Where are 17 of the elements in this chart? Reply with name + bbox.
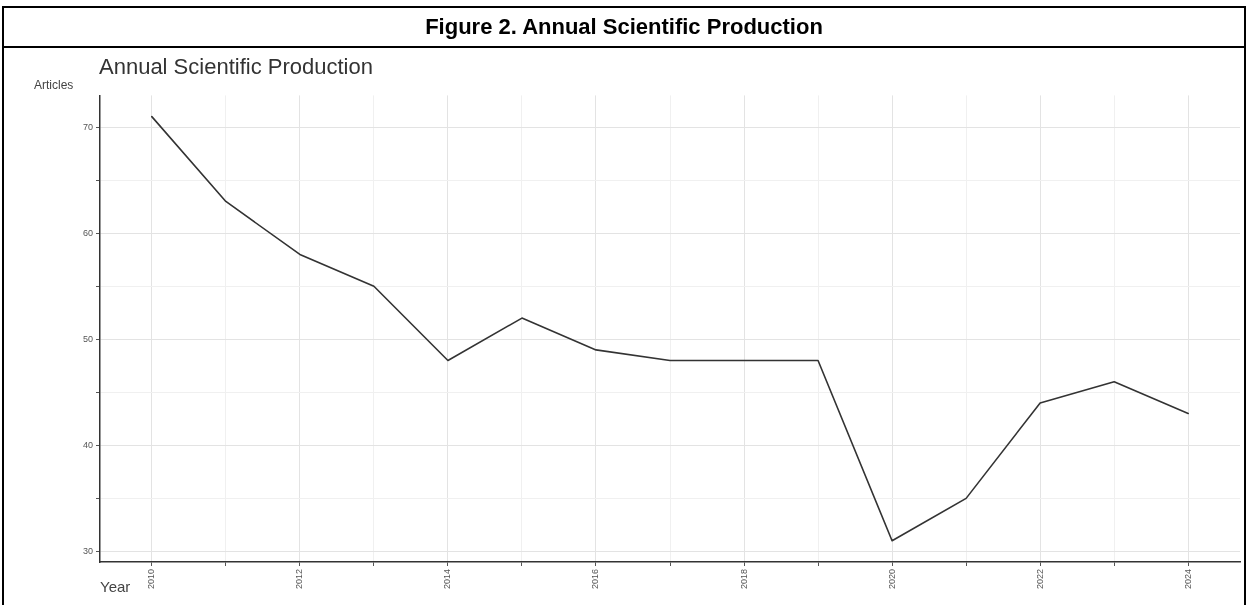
x-tick-label: 2022 <box>1034 569 1045 590</box>
y-tick-label: 30 <box>82 545 93 556</box>
y-tick-label: 40 <box>82 439 93 450</box>
y-axis-title: Articles <box>34 78 74 92</box>
y-tick-label: 70 <box>82 121 93 132</box>
chart-subtitle: Annual Scientific Production <box>99 54 373 80</box>
x-axis-title: Year <box>100 578 131 595</box>
y-tick-label: 60 <box>82 227 93 238</box>
x-tick-label: 2014 <box>442 569 453 590</box>
x-tick-label: 2018 <box>738 569 749 590</box>
x-tick-label: 2020 <box>886 569 897 590</box>
x-tick-label: 2016 <box>590 569 601 590</box>
x-tick-label: 2010 <box>146 569 157 590</box>
x-tick-label: 2012 <box>294 569 305 590</box>
x-tick-label: 2024 <box>1182 569 1193 590</box>
y-tick-label: 50 <box>82 333 93 344</box>
chart-title: Figure 2. Annual Scientific Production <box>4 8 1244 48</box>
